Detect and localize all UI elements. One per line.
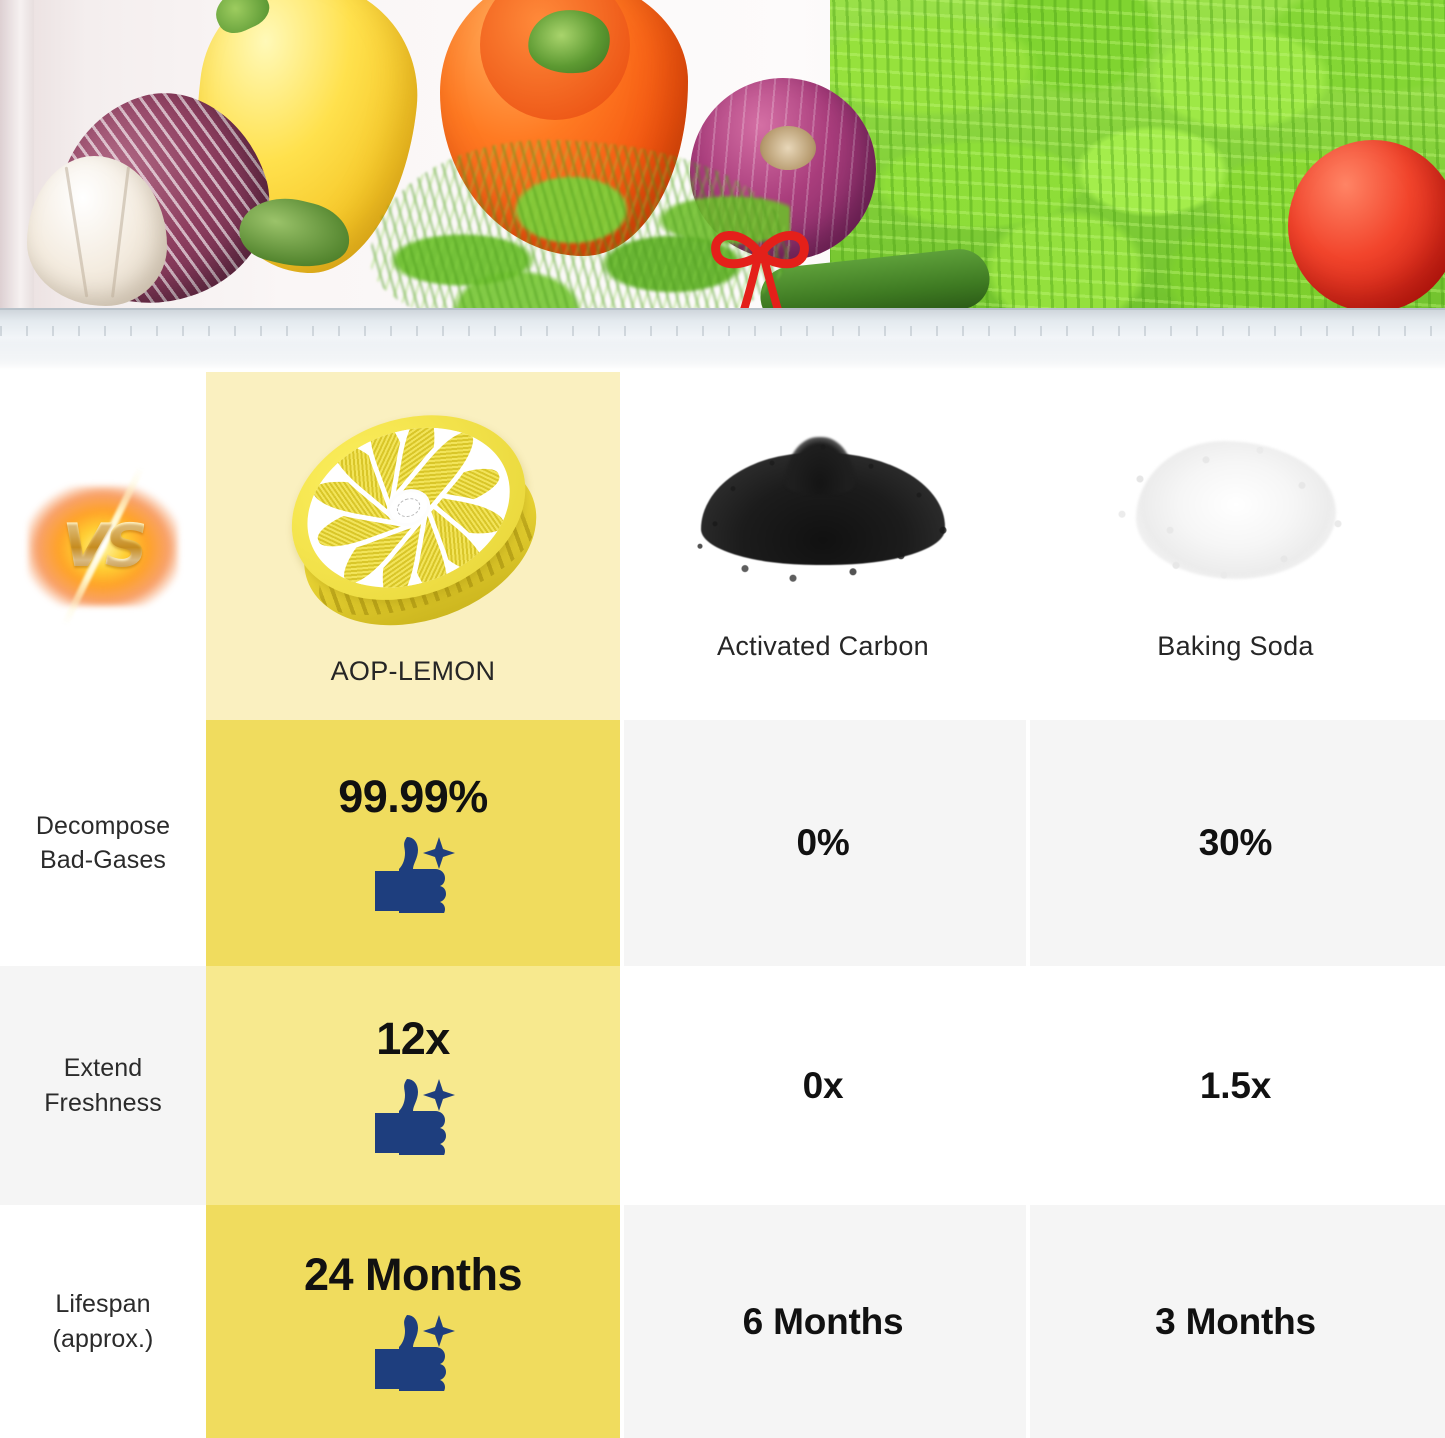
vs-badge: VS	[28, 465, 178, 627]
value-carbon-lifespan: 6 Months	[742, 1300, 904, 1342]
hero-fridge-vegetables-photo	[0, 0, 1445, 372]
column-title-lemon: AOP-LEMON	[330, 656, 496, 686]
row-label-line1: Decompose	[35, 811, 171, 840]
value-carbon-decompose: 0%	[796, 822, 850, 863]
table-row: Lifespan (approx.) 24 Months 6 Months 3 …	[0, 1205, 1445, 1438]
cell-soda-freshness: 1.5x	[1026, 966, 1445, 1205]
value-lemon-freshness: 12x	[376, 1013, 450, 1064]
cell-carbon-lifespan: 6 Months	[620, 1205, 1026, 1438]
table-header-row: VS	[0, 372, 1445, 720]
thumbs-up-icon	[375, 1315, 455, 1391]
vs-badge-cell: VS	[0, 372, 206, 720]
cell-lemon-lifespan: 24 Months	[206, 1205, 620, 1438]
row-label-line1: Lifespan	[55, 1290, 151, 1318]
activated-carbon-powder-icon	[673, 430, 973, 591]
header-cell-carbon: Activated Carbon	[620, 372, 1026, 720]
cell-carbon-freshness: 0x	[620, 966, 1026, 1205]
value-lemon-lifespan: 24 Months	[303, 1249, 523, 1300]
value-lemon-decompose: 99.99%	[338, 770, 488, 822]
column-title-soda: Baking Soda	[1157, 630, 1314, 661]
row-label-line1: Extend	[63, 1054, 143, 1082]
row-label-line2: (approx.)	[52, 1324, 154, 1353]
aop-lemon-product-icon	[265, 383, 561, 656]
header-cell-lemon: AOP-LEMON	[206, 372, 620, 720]
table-row: Extend Freshness 12x 0x 1.5x	[0, 966, 1445, 1205]
value-soda-freshness: 1.5x	[1199, 1064, 1272, 1106]
value-carbon-freshness: 0x	[802, 1064, 844, 1106]
value-soda-decompose: 30%	[1198, 822, 1273, 863]
row-label-line2: Freshness	[44, 1088, 162, 1117]
cell-lemon-freshness: 12x	[206, 966, 620, 1205]
column-title-carbon: Activated Carbon	[717, 630, 929, 661]
cell-lemon-decompose: 99.99%	[206, 720, 620, 966]
red-ribbon-bow-icon	[711, 231, 809, 320]
hero-bottom-fade	[0, 342, 1445, 372]
table-row: Decompose Bad-Gases 99.99% 0% 30%	[0, 720, 1445, 966]
tomato-icon	[1288, 140, 1445, 312]
row-label-line2: Bad-Gases	[40, 846, 166, 874]
comparison-table: VS	[0, 372, 1445, 1438]
header-cell-soda: Baking Soda	[1026, 372, 1445, 720]
fridge-left-wall	[0, 0, 34, 330]
cell-carbon-decompose: 0%	[620, 720, 1026, 966]
row-label-lifespan: Lifespan (approx.)	[0, 1205, 206, 1438]
row-label-decompose: Decompose Bad-Gases	[0, 720, 206, 966]
cell-soda-lifespan: 3 Months	[1026, 1205, 1445, 1438]
thumbs-up-icon	[375, 1079, 455, 1155]
row-label-freshness: Extend Freshness	[0, 966, 206, 1205]
baking-soda-powder-icon	[1085, 430, 1386, 591]
value-soda-lifespan: 3 Months	[1155, 1300, 1316, 1342]
cell-soda-decompose: 30%	[1026, 720, 1445, 966]
thumbs-up-icon	[375, 836, 455, 913]
garlic-icon	[27, 156, 167, 306]
vs-label: VS	[62, 511, 148, 581]
